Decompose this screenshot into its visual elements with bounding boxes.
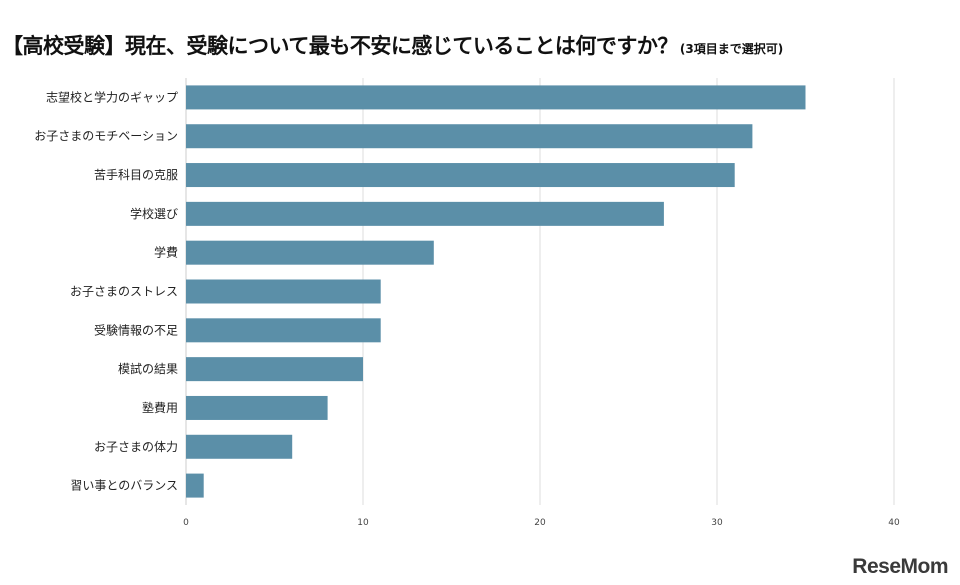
category-label: 苦手科目の克服 [94,168,178,182]
bar [186,395,328,420]
bar [186,434,293,459]
chart-title: 【高校受験】現在、受験について最も不安に感じていることは何ですか？ (3項目まで選… [2,30,783,60]
bar [186,163,735,188]
bar [186,473,204,498]
category-label: 受験情報の不足 [94,322,178,337]
chart-title-note: (3項目まで選択可) [679,42,784,56]
category-label: 塾費用 [142,400,178,415]
chart-title-text: 【高校受験】現在、受験について最も不安に感じていることは何ですか？ [2,34,678,58]
x-tick-label: 0 [183,518,189,528]
category-label: 志望校と学力のギャップ [46,89,178,104]
x-tick-label: 20 [534,518,546,528]
category-label: 学費 [154,245,178,260]
category-label: お子さまのストレス [70,285,178,299]
category-label: 習い事とのバランス [70,479,178,493]
category-label: お子さまの体力 [94,440,178,454]
x-tick-label: 10 [357,518,369,528]
category-label: 学校選び [130,206,178,221]
category-label: 模試の結果 [118,361,178,376]
bar [186,85,806,110]
bar [186,201,664,226]
bar [186,124,753,149]
x-tick-label: 40 [888,518,900,528]
bar [186,318,381,343]
resemom-logo: ReseMom [852,555,948,578]
bar [186,357,363,382]
category-label: お子さまのモチベーション [34,129,178,143]
bar [186,240,434,265]
bar [186,279,381,304]
x-tick-label: 30 [711,518,723,528]
